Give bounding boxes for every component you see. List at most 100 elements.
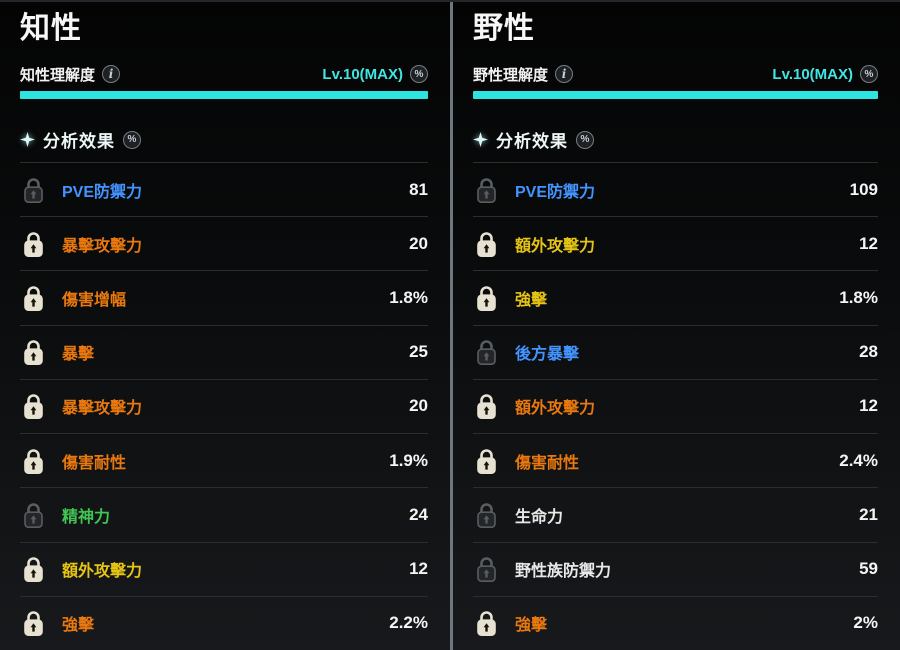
percent-icon[interactable]: % — [410, 65, 428, 83]
lock-icon[interactable] — [22, 176, 45, 204]
stat-row[interactable]: 暴擊攻擊力 20 — [20, 217, 428, 272]
lock-icon[interactable] — [475, 447, 498, 475]
lock-icon[interactable] — [475, 555, 498, 583]
lock-icon[interactable] — [475, 501, 498, 529]
stat-value: 20 — [409, 233, 428, 253]
stat-label: 傷害耐性 — [62, 454, 127, 472]
lock-icon[interactable] — [475, 176, 498, 204]
stat-row[interactable]: 生命力 21 — [473, 488, 878, 543]
stat-value: 21 — [859, 504, 878, 524]
analysis-title: 分析效果 — [43, 132, 115, 151]
stat-value: 1.8% — [389, 288, 428, 308]
stat-label: 暴擊攻擊力 — [62, 237, 143, 255]
percent-icon[interactable]: % — [860, 65, 878, 83]
lock-icon[interactable] — [22, 609, 45, 637]
stat-label: PVE防禦力 — [62, 183, 143, 201]
stat-row[interactable]: 強擊 1.8% — [473, 271, 878, 326]
stat-row[interactable]: 暴擊 25 — [20, 326, 428, 380]
stat-label: 強擊 — [62, 617, 95, 635]
stat-label: 暴擊攻擊力 — [62, 400, 143, 418]
stat-label: PVE防禦力 — [515, 183, 596, 201]
stat-value: 2.4% — [839, 450, 878, 470]
stat-row[interactable]: 傷害耐性 2.4% — [473, 434, 878, 489]
stat-value: 1.8% — [839, 288, 878, 308]
stat-row[interactable]: 強擊 2% — [473, 597, 878, 650]
sparkle-icon — [473, 132, 488, 147]
stat-label: 後方暴擊 — [515, 346, 580, 364]
stat-label: 傷害耐性 — [515, 454, 580, 472]
stat-value: 109 — [849, 179, 878, 199]
percent-icon[interactable]: % — [576, 130, 594, 149]
analysis-title: 分析效果 — [496, 132, 568, 151]
stat-label: 額外攻擊力 — [515, 400, 596, 418]
stat-value: 12 — [859, 233, 878, 253]
stat-label: 精神力 — [62, 508, 111, 526]
stat-row[interactable]: 額外攻擊力 12 — [473, 380, 878, 435]
stat-row[interactable]: PVE防禦力 81 — [20, 163, 428, 218]
progress-fill — [473, 91, 878, 99]
lock-icon[interactable] — [475, 392, 498, 420]
stat-row[interactable]: 精神力 24 — [20, 488, 428, 543]
page-title: 知性 — [20, 12, 82, 45]
stat-label: 暴擊 — [62, 346, 95, 364]
page-title: 野性 — [473, 12, 535, 45]
comprehension-label: 知性理解度 — [20, 66, 96, 84]
stat-value: 20 — [409, 396, 428, 416]
stat-row[interactable]: 額外攻擊力 12 — [473, 217, 878, 272]
stat-list: PVE防禦力 109 額外攻擊力 12 強擊 1.8% — [473, 162, 878, 650]
column-wildness: 野性 野性理解度 i Lv.10(MAX) % 分析效果 % — [450, 2, 900, 650]
stat-list: PVE防禦力 81 暴擊攻擊力 20 傷害增幅 1.8% — [20, 162, 428, 650]
lock-icon[interactable] — [475, 284, 498, 312]
comprehension-row: 野性理解度 i Lv.10(MAX) % — [473, 64, 878, 84]
stat-row[interactable]: PVE防禦力 109 — [473, 163, 878, 218]
stat-row[interactable]: 傷害增幅 1.8% — [20, 271, 428, 326]
lock-icon[interactable] — [22, 230, 45, 258]
level-text: Lv.10(MAX) — [322, 65, 403, 83]
stat-value: 12 — [409, 559, 428, 579]
stat-value: 1.9% — [389, 450, 428, 470]
comprehension-progress-bar — [473, 91, 878, 99]
lock-icon[interactable] — [475, 338, 498, 366]
analysis-section-header: 分析效果 % — [20, 127, 428, 162]
stat-value: 2.2% — [389, 613, 428, 633]
lock-icon[interactable] — [475, 230, 498, 258]
stat-label: 生命力 — [515, 508, 564, 526]
stat-row[interactable]: 傷害耐性 1.9% — [20, 434, 428, 489]
lock-icon[interactable] — [475, 609, 498, 637]
info-icon[interactable]: i — [555, 65, 574, 83]
stat-label: 額外攻擊力 — [62, 563, 143, 581]
stat-value: 12 — [859, 396, 878, 416]
stat-row[interactable]: 野性族防禦力 59 — [473, 543, 878, 597]
stat-value: 24 — [409, 504, 428, 524]
stat-value: 28 — [859, 342, 878, 362]
comprehension-row: 知性理解度 i Lv.10(MAX) % — [20, 64, 428, 84]
lock-icon[interactable] — [22, 284, 45, 312]
stat-row[interactable]: 後方暴擊 28 — [473, 326, 878, 380]
analysis-section-header: 分析效果 % — [473, 127, 878, 162]
sparkle-icon — [20, 132, 35, 147]
progress-fill — [20, 91, 428, 99]
lock-icon[interactable] — [22, 555, 45, 583]
stat-label: 野性族防禦力 — [515, 563, 612, 581]
stat-value: 59 — [859, 559, 878, 579]
comprehension-label: 野性理解度 — [473, 66, 549, 84]
stat-label: 傷害增幅 — [62, 292, 127, 310]
percent-icon[interactable]: % — [123, 130, 141, 149]
lock-icon[interactable] — [22, 338, 45, 366]
lock-icon[interactable] — [22, 392, 45, 420]
lock-icon[interactable] — [22, 447, 45, 475]
stat-row[interactable]: 強擊 2.2% — [20, 597, 428, 650]
comprehension-progress-bar — [20, 91, 428, 99]
stat-label: 強擊 — [515, 617, 548, 635]
lock-icon[interactable] — [22, 501, 45, 529]
stat-label: 額外攻擊力 — [515, 237, 596, 255]
stat-label: 強擊 — [515, 292, 548, 310]
info-icon[interactable]: i — [102, 65, 121, 83]
stat-value: 81 — [409, 179, 428, 199]
stat-row[interactable]: 暴擊攻擊力 20 — [20, 380, 428, 435]
stat-row[interactable]: 額外攻擊力 12 — [20, 543, 428, 597]
column-intellect: 知性 知性理解度 i Lv.10(MAX) % 分析效果 % — [0, 2, 450, 650]
level-text: Lv.10(MAX) — [772, 65, 853, 83]
stat-value: 25 — [409, 342, 428, 362]
